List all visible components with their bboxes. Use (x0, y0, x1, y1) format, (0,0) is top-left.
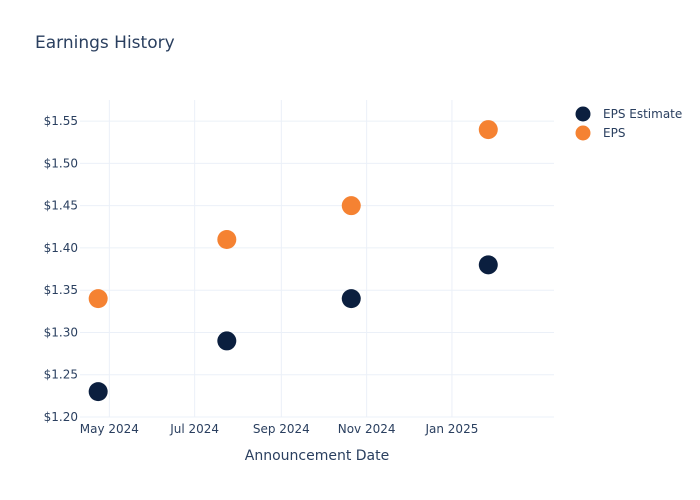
legend[interactable]: EPS Estimate EPS (575, 106, 683, 141)
data-point[interactable] (88, 289, 108, 309)
x-tick-label: Nov 2024 (338, 422, 396, 436)
y-tick-label: $1.40 (44, 241, 78, 255)
legend-item[interactable]: EPS (575, 125, 626, 141)
x-axis-title: Announcement Date (244, 448, 390, 464)
x-tick-label: Sep 2024 (253, 422, 310, 436)
data-point[interactable] (88, 382, 108, 402)
legend-marker (575, 106, 591, 122)
legend-label: EPS Estimate (603, 107, 682, 121)
data-point[interactable] (217, 331, 237, 351)
axis-layer: $1.20 $1.25 $1.30 $1.35 $1.40 $1.45 $1.50 $1.55… (44, 114, 479, 436)
y-tick-label: $1.30 (44, 325, 78, 339)
chart-title: Earnings History (35, 33, 175, 53)
y-tick-label: $1.25 (44, 368, 78, 382)
grid-layer (80, 100, 554, 418)
data-point[interactable] (217, 229, 237, 249)
y-tick-label: $1.50 (44, 156, 78, 170)
data-point[interactable] (478, 120, 498, 140)
x-tick-label: May 2024 (80, 422, 139, 436)
legend-item[interactable]: EPS Estimate (575, 106, 683, 122)
legend-marker (575, 125, 591, 141)
data-point[interactable] (341, 289, 361, 309)
x-tick-label: Jan 2025 (424, 422, 478, 436)
y-tick-label: $1.20 (44, 410, 78, 424)
data-point[interactable] (478, 255, 498, 275)
y-tick-label: $1.35 (44, 283, 78, 297)
y-tick-label: $1.55 (44, 114, 78, 128)
x-tick-label: Jul 2024 (169, 422, 219, 436)
data-point[interactable] (341, 196, 361, 216)
points-layer (88, 120, 498, 402)
y-tick-label: $1.45 (44, 199, 78, 213)
legend-label: EPS (603, 126, 625, 140)
